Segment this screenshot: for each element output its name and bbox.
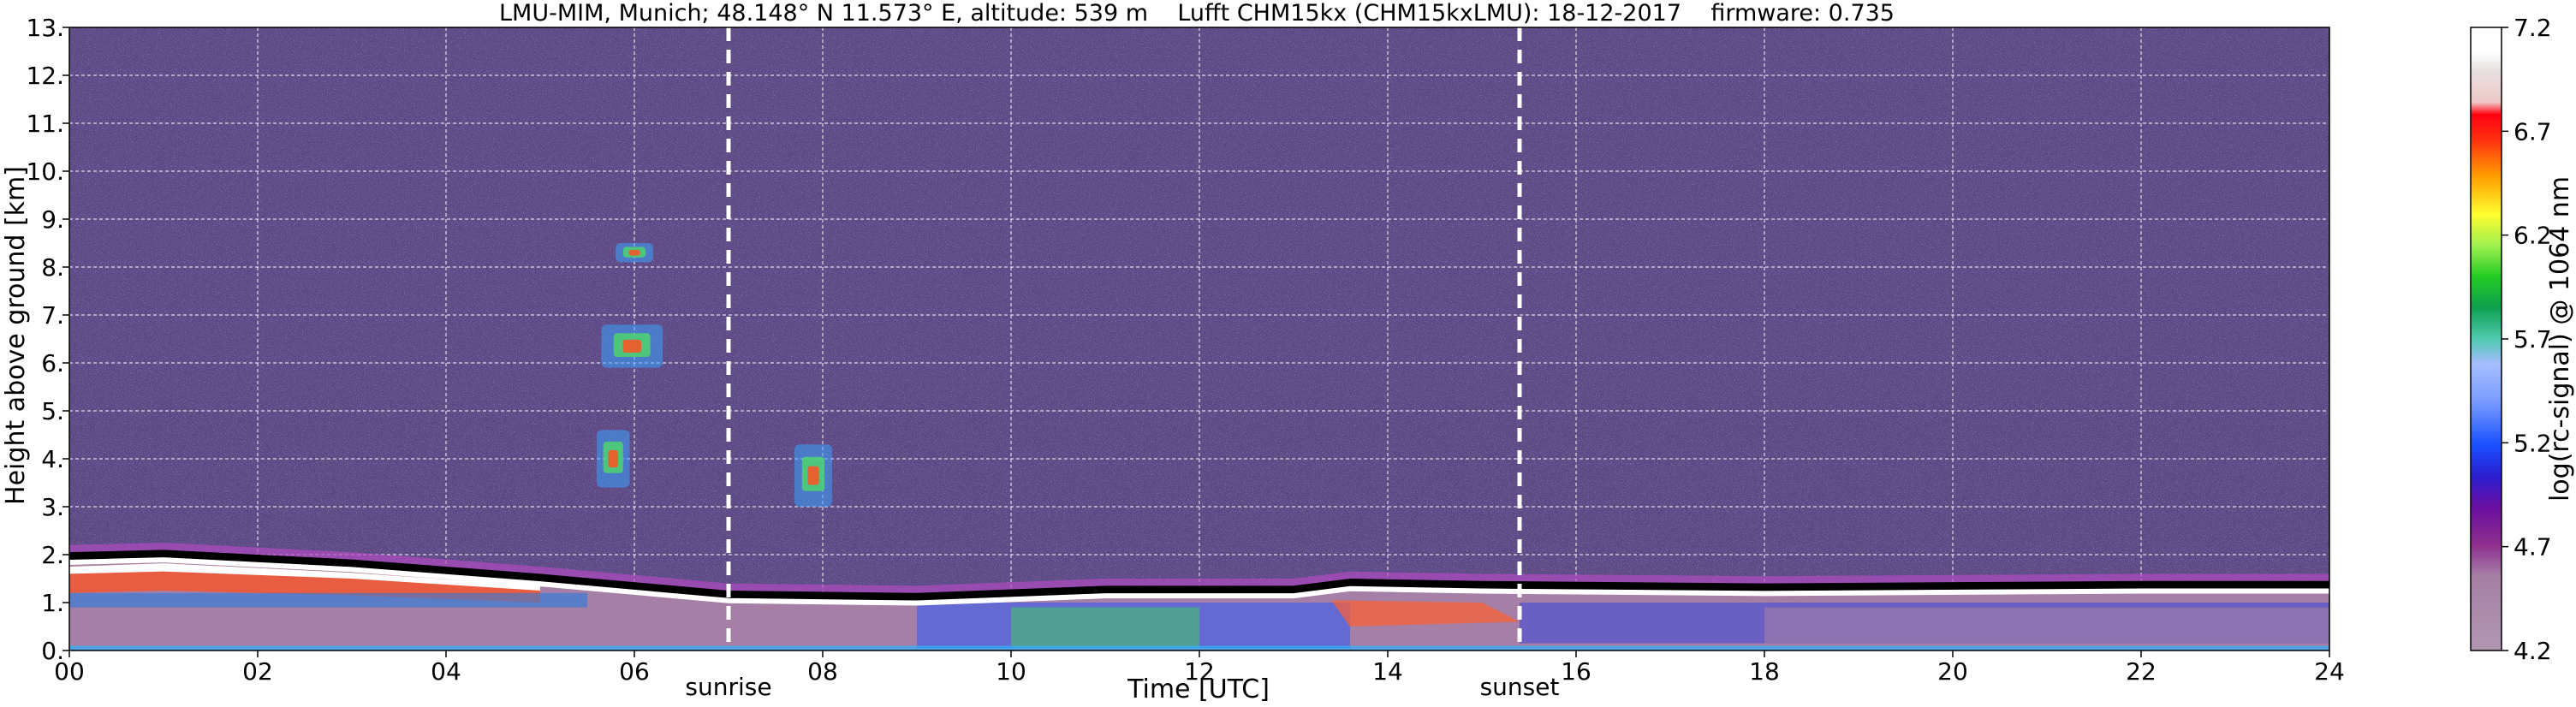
y-tick-label-1: 1. xyxy=(41,589,64,617)
y-tick-label-0: 0. xyxy=(41,637,64,665)
x-axis-ticks: 00 02 04 06 08 10 12 14 16 18 20 22 24 xyxy=(54,651,2345,686)
colorbar-tick-label-3: 5.7 xyxy=(2514,325,2552,354)
strong-return-band xyxy=(69,563,540,603)
y-tick-label-11: 11. xyxy=(26,110,64,138)
y-tick-label-10: 10. xyxy=(26,157,64,186)
boundary-layer-edge xyxy=(68,550,2329,601)
y-tick-label-12: 12. xyxy=(26,62,64,90)
sunrise-label: sunrise xyxy=(685,673,771,701)
cloud-2-core xyxy=(628,249,640,256)
colorbar-label: log(rc-signal) @ 1064 nm xyxy=(2545,176,2575,502)
y-tick-label-2: 2. xyxy=(41,541,64,569)
aerosol-layer-afternoon xyxy=(1331,600,1520,627)
colorbar-tick-label-5: 6.7 xyxy=(2514,117,2552,146)
colorbar-ticks: 4.2 4.7 5.2 5.7 6.2 6.7 7.2 xyxy=(2502,14,2552,665)
y-axis-ticks: 0. 1. 2. 3. 4. 5. 6. 7. 8. 9. 10. 11. 12. 13. xyxy=(26,14,69,665)
strong-return-core xyxy=(69,563,540,591)
colorbar-tick-label-6: 7.2 xyxy=(2514,14,2552,42)
x-tick-label-10: 10 xyxy=(996,657,1026,686)
y-tick-label-5: 5. xyxy=(41,397,64,425)
x-tick-label-12: 12 xyxy=(1184,657,1215,686)
x-tick-label-22: 22 xyxy=(2126,657,2157,686)
signal-features xyxy=(68,243,2329,651)
colorbar-tick-label-2: 5.2 xyxy=(2514,429,2552,457)
x-tick-label-02: 02 xyxy=(242,657,273,686)
y-tick-label-6: 6. xyxy=(41,349,64,377)
boundary-layer-edge-white xyxy=(68,557,2329,606)
cloud-1 xyxy=(601,324,663,368)
colorbar-tick-label-4: 6.2 xyxy=(2514,222,2552,250)
x-tick-label-16: 16 xyxy=(1561,657,1591,686)
aerosol-layer-night xyxy=(1764,607,2329,644)
sunset-label: sunset xyxy=(1480,673,1560,701)
y-tick-label-13: 13. xyxy=(26,14,64,42)
annotations: sunrise sunset xyxy=(685,673,1559,701)
y-tick-label-8: 8. xyxy=(41,253,64,282)
cloud-0-core xyxy=(608,449,619,468)
aerosol-layer-day-green xyxy=(1011,607,1199,649)
x-tick-label-06: 06 xyxy=(619,657,650,686)
x-tick-label-08: 08 xyxy=(807,657,838,686)
x-tick-label-04: 04 xyxy=(431,657,461,686)
x-tick-label-18: 18 xyxy=(1749,657,1780,686)
y-tick-label-9: 9. xyxy=(41,205,64,234)
x-axis-label: Time [UTC] xyxy=(1127,674,1270,704)
cloud-3 xyxy=(794,444,832,507)
colorbar-tick-label-1: 4.7 xyxy=(2514,533,2552,561)
x-tick-label-00: 00 xyxy=(54,657,85,686)
surface-layer xyxy=(69,645,2329,651)
y-axis-label: Height above ground [km] xyxy=(1,166,31,505)
colorbar-tick-label-0: 4.2 xyxy=(2514,637,2552,665)
x-tick-label-20: 20 xyxy=(1937,657,1968,686)
cloud-1-core xyxy=(622,339,641,353)
x-tick-label-24: 24 xyxy=(2314,657,2345,686)
x-tick-label-14: 14 xyxy=(1372,657,1403,686)
chart-title: LMU-MIM, Munich; 48.148° N 11.573° E, al… xyxy=(499,0,1895,27)
colorbar-gradient xyxy=(2470,27,2502,651)
y-tick-label-7: 7. xyxy=(41,301,64,330)
colorbar xyxy=(2470,27,2502,651)
y-tick-label-3: 3. xyxy=(41,493,64,521)
cloud-3-core xyxy=(807,466,819,485)
sun-lines xyxy=(726,27,1522,651)
aerosol-layer-morning xyxy=(69,592,587,608)
y-tick-label-4: 4. xyxy=(41,445,64,473)
cloud-0 xyxy=(597,430,630,488)
cloud-2 xyxy=(616,243,653,263)
